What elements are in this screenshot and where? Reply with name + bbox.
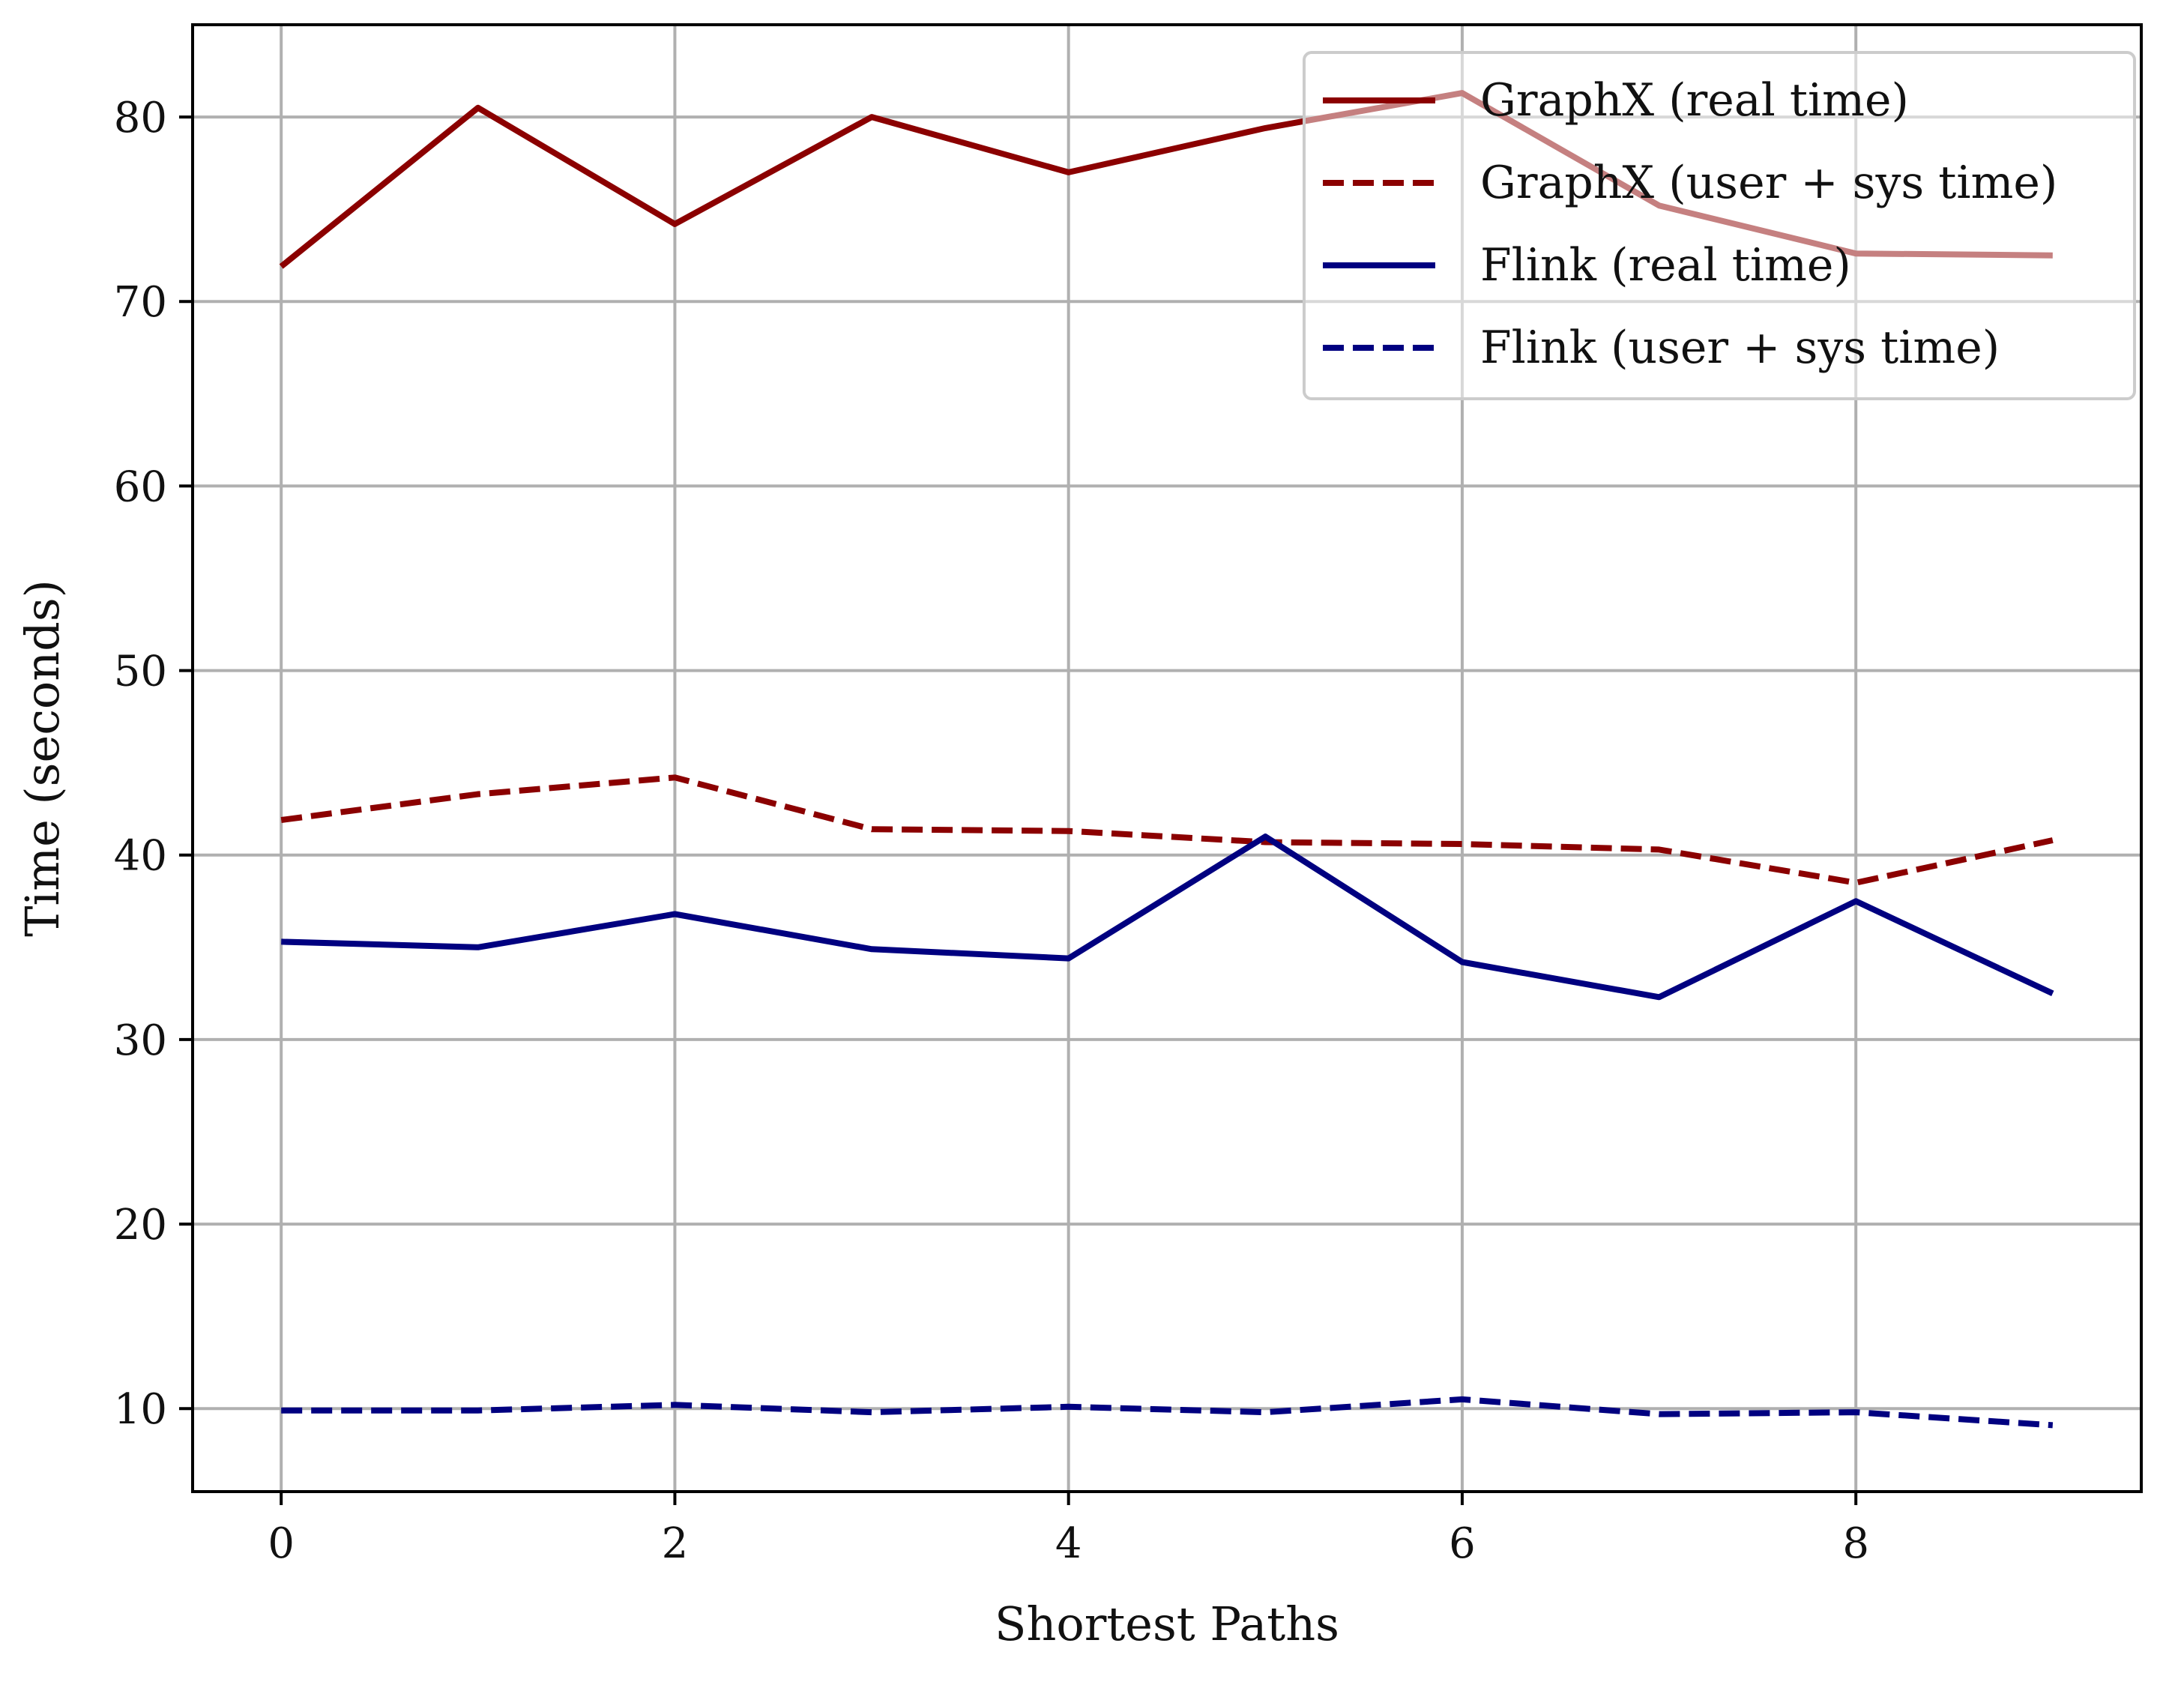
- x-axis-label: Shortest Paths: [995, 1597, 1339, 1651]
- legend-label-0: GraphX (real time): [1480, 74, 1909, 127]
- x-tick-label: 2: [662, 1519, 689, 1568]
- series-3-point: [1068, 1406, 1069, 1407]
- series-0-point: [477, 107, 478, 108]
- legend-label-2: Flink (real time): [1480, 239, 1851, 292]
- series-3-point: [281, 1410, 282, 1411]
- legend-box: [1303, 51, 2136, 400]
- y-tick-label: 60: [114, 462, 167, 511]
- y-tick-label: 30: [114, 1016, 167, 1065]
- plot-frame: [191, 23, 2143, 1493]
- series-2-point: [2052, 993, 2053, 994]
- legend: GraphX (real time) GraphX (user + sys tim…: [1303, 51, 2136, 400]
- y-tick-label: 20: [114, 1201, 167, 1250]
- series-3-point: [477, 1410, 478, 1411]
- series-0-point: [281, 266, 282, 267]
- series-1-point: [2052, 840, 2053, 841]
- series-line-1: [280, 774, 2054, 886]
- series-1-point: [1461, 843, 1462, 844]
- y-tick-label: 70: [114, 278, 167, 327]
- series-line-3: [281, 1396, 2054, 1429]
- series-2-point: [281, 941, 282, 942]
- axis-ticks: 0 2 4 6 8 10 20 30 40 50 60 70 80: [114, 94, 1869, 1568]
- x-tick-label: 6: [1449, 1519, 1476, 1568]
- series-2-point: [1068, 958, 1069, 959]
- legend-label-3: Flink (user + sys time): [1480, 322, 2000, 374]
- legend-label-1: GraphX (user + sys time): [1480, 157, 2057, 209]
- series-1-point: [281, 819, 282, 820]
- grid: [193, 25, 2141, 1492]
- series-3-point: [1265, 1412, 1266, 1413]
- series-3-point: [2052, 1425, 2053, 1426]
- y-tick-label: 40: [114, 832, 167, 881]
- x-tick-label: 4: [1055, 1519, 1082, 1568]
- series-0-point: [1265, 127, 1266, 128]
- y-tick-label: 10: [114, 1385, 167, 1434]
- series-line-2: [281, 834, 2054, 1001]
- y-axis-label: Time (seconds): [15, 579, 70, 937]
- x-tick-label: 8: [1842, 1519, 1869, 1568]
- series-1-point: [477, 794, 478, 795]
- y-tick-label: 50: [114, 648, 167, 696]
- x-tick-label: 0: [268, 1519, 295, 1568]
- y-tick-label: 80: [114, 94, 167, 142]
